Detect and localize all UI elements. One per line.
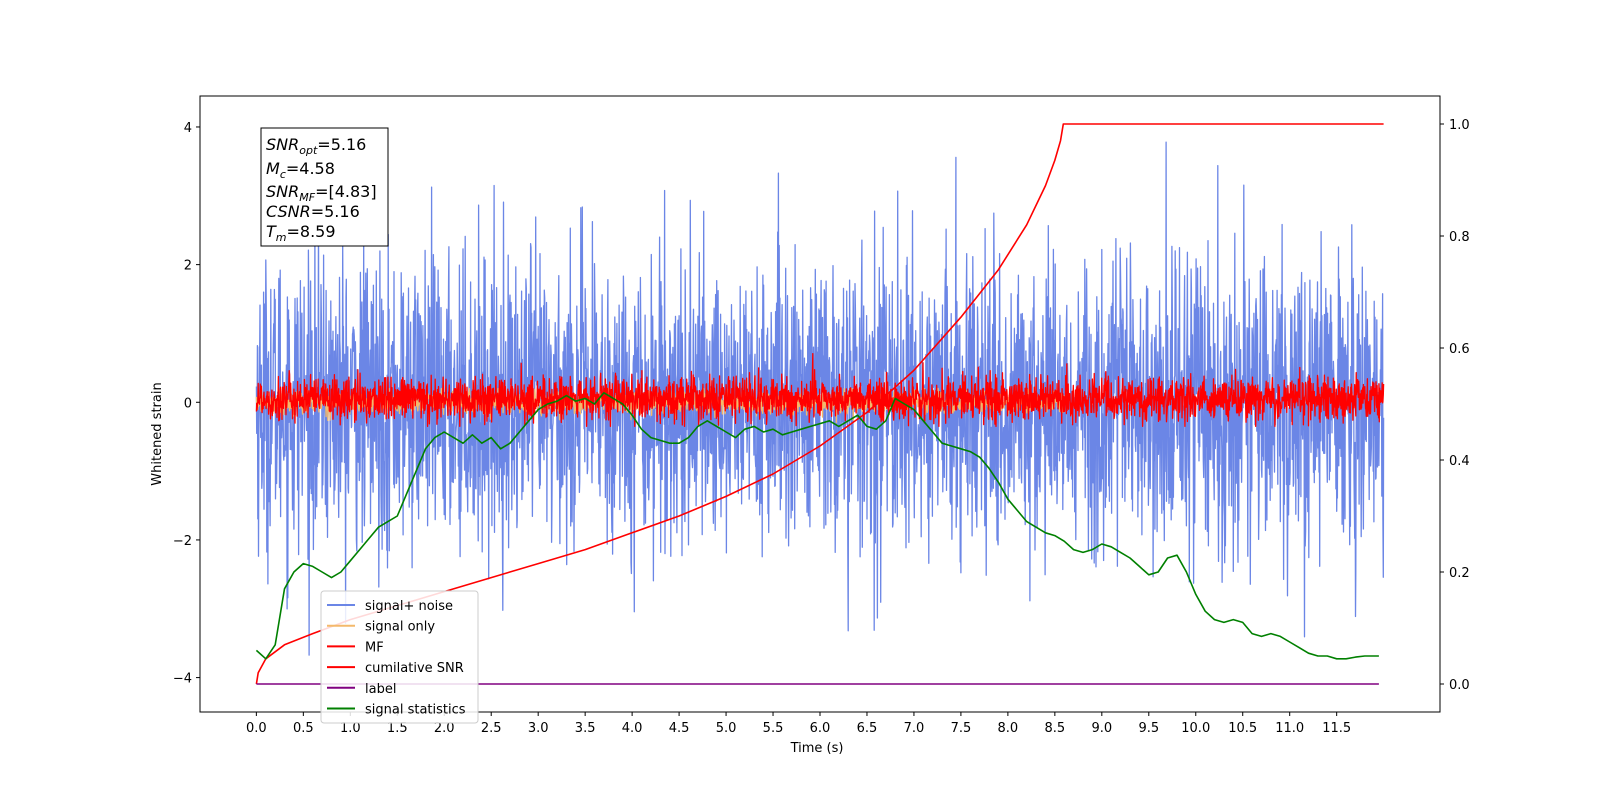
- x-tick-label: 1.5: [387, 721, 408, 736]
- stats-annotation: SNRopt=5.16 Mc=4.58 SNRMF=[4.83] CSNR=5.…: [260, 127, 389, 247]
- legend-items: signal+ noise signal only MF cumilative SNR…: [327, 599, 466, 718]
- legend-label: signal+ noise: [365, 599, 453, 614]
- x-tick-label: 8.5: [1045, 721, 1066, 736]
- y-axis-right: 1.0 0.8 0.6 0.4 0.2 0.0: [1440, 118, 1470, 693]
- y2-tick-label: 0.6: [1449, 342, 1470, 357]
- legend-frame: [320, 590, 479, 724]
- x-tick-label: 4.5: [669, 721, 690, 736]
- x-tick-label: 7.0: [904, 721, 925, 736]
- x-tick-label: 4.0: [622, 721, 643, 736]
- x-tick-label: 8.0: [998, 721, 1019, 736]
- x-tick-label: 2.0: [434, 721, 455, 736]
- legend-label: signal only: [365, 620, 435, 635]
- tm-text: Tm=8.59: [266, 222, 336, 244]
- x-tick-label: 0.0: [246, 721, 267, 736]
- tm-value: 8.59: [300, 222, 336, 241]
- x-tick-label: 11.0: [1275, 721, 1304, 736]
- series-line-signal-noise: [255, 141, 1385, 656]
- legend-label: label: [365, 682, 396, 697]
- x-tick-label: 5.5: [763, 721, 784, 736]
- y-axis-label: Whitened strain: [150, 382, 165, 485]
- x-tick-label: 0.5: [293, 721, 314, 736]
- x-tick-label: 3.5: [575, 721, 596, 736]
- x-tick-label: 6.0: [810, 721, 831, 736]
- legend-label: cumilative SNR: [365, 661, 464, 676]
- snr-mf-value: [4.83]: [328, 182, 376, 201]
- x-tick-label: 6.5: [857, 721, 878, 736]
- snr-opt-text: SNRopt=5.16: [266, 135, 366, 157]
- x-tick-label: 9.0: [1091, 721, 1112, 736]
- legend-label: MF: [365, 640, 384, 655]
- x-tick-label: 7.5: [951, 721, 972, 736]
- y-tick-label: −2: [173, 534, 192, 549]
- y-axis-left: 4 2 0 −2 −4: [173, 121, 200, 687]
- x-tick-label: 5.0: [716, 721, 737, 736]
- csnr-value: 5.16: [324, 202, 360, 221]
- y-tick-label: 4: [184, 121, 192, 136]
- x-tick-label: 11.5: [1322, 721, 1351, 736]
- y-tick-label: 2: [184, 259, 192, 274]
- series-line-mf: [255, 353, 1385, 428]
- x-tick-label: 9.5: [1138, 721, 1159, 736]
- legend: signal+ noise signal only MF cumilative SNR…: [320, 590, 479, 724]
- y2-tick-label: 1.0: [1449, 118, 1470, 133]
- snr-mf-text: SNRMF=[4.83]: [266, 182, 377, 204]
- mc-text: Mc=4.58: [266, 159, 335, 181]
- csnr-text: CSNR=5.16: [266, 202, 360, 221]
- mc-value: 4.58: [299, 159, 335, 178]
- legend-label: signal statistics: [365, 703, 466, 718]
- y2-tick-label: 0.0: [1449, 678, 1470, 693]
- x-axis: 0.0 0.5 1.0 1.5 2.0 2.5 3.0 3.5 4.0 4.5 5.0 5.5 6.0 6…: [246, 712, 1351, 736]
- x-tick-label: 10.5: [1228, 721, 1257, 736]
- x-axis-label: Time (s): [790, 741, 844, 756]
- x-tick-label: 10.0: [1181, 721, 1210, 736]
- y2-tick-label: 0.8: [1449, 230, 1470, 245]
- stats-annotation-frame: [260, 127, 389, 247]
- x-tick-label: 3.0: [528, 721, 549, 736]
- y2-tick-label: 0.2: [1449, 566, 1470, 581]
- y-tick-label: −4: [173, 672, 192, 687]
- snr-opt-value: 5.16: [331, 135, 367, 154]
- y2-tick-label: 0.4: [1449, 454, 1470, 469]
- series-line-signal-statistics: [255, 391, 1379, 660]
- y-tick-label: 0: [184, 396, 192, 411]
- x-tick-label: 2.5: [481, 721, 502, 736]
- x-tick-label: 1.0: [340, 721, 361, 736]
